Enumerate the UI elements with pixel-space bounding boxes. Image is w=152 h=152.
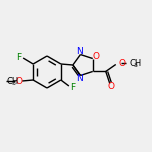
Text: O: O [119,59,126,68]
Text: CH: CH [6,76,18,85]
Text: O: O [15,76,22,85]
Text: O: O [92,52,99,61]
Text: O: O [107,82,114,91]
Text: F: F [17,52,22,62]
Text: F: F [70,83,75,92]
Text: 3: 3 [134,64,138,68]
Text: CH: CH [130,59,142,68]
Text: N: N [76,47,83,56]
Text: N: N [76,74,83,83]
Text: 3: 3 [11,81,15,86]
